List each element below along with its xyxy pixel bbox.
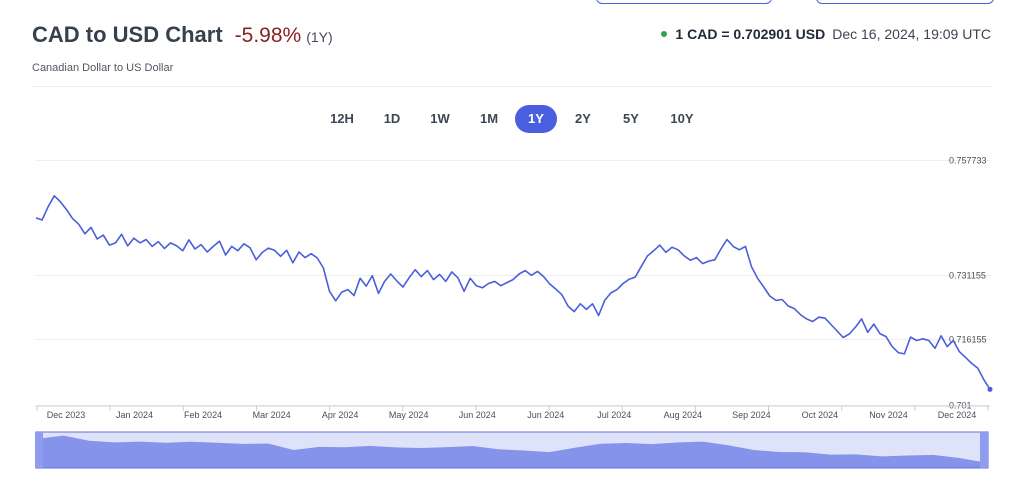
navigator-handle-left[interactable] (35, 432, 43, 468)
x-tick-label: Jun 2024 (459, 410, 496, 420)
page-subtitle: Canadian Dollar to US Dollar (32, 62, 174, 74)
navigator-area (38, 435, 984, 468)
header-divider (32, 86, 991, 87)
x-tick-label: Oct 2024 (802, 410, 839, 420)
tab-12h[interactable]: 12H (330, 111, 354, 126)
chart-grid (36, 160, 990, 406)
change-period: (1Y) (306, 29, 333, 45)
x-tick-label: Jul 2024 (597, 410, 631, 420)
x-tick-label: Dec 2023 (47, 410, 86, 420)
navigator-handle-right[interactable] (980, 432, 988, 468)
live-status-dot-icon (661, 31, 668, 37)
x-tick-label: Nov 2024 (869, 410, 908, 420)
x-tick-label: Apr 2024 (322, 410, 359, 420)
percent-change: -5.98% (234, 24, 302, 47)
page-title: CAD to USD Chart (32, 22, 223, 47)
tab-1d[interactable]: 1D (383, 111, 401, 126)
x-tick-label: Aug 2024 (664, 410, 703, 420)
y-tick-label: 0.716155 (949, 335, 987, 345)
x-axis: Dec 2023 Jan 2024 Feb 2024 Mar 2024 Apr 2024… (36, 406, 989, 420)
x-tick-label: Dec 2024 (938, 410, 977, 420)
tab-5y[interactable]: 5Y (623, 111, 639, 126)
x-tick-label: Sep 2024 (732, 410, 771, 420)
x-tick-label: Mar 2024 (253, 410, 291, 420)
range-navigator (35, 431, 989, 469)
rate-value: 1 CAD = 0.702901 USD (675, 26, 826, 42)
last-point-marker (987, 386, 993, 392)
x-tick-label: Feb 2024 (184, 410, 222, 420)
rate-timestamp: Dec 16, 2024, 19:09 UTC (832, 26, 991, 42)
y-tick-label: 0.757733 (949, 156, 987, 166)
chart-heading: CAD to USD Chart -5.98% (1Y) (32, 22, 333, 48)
tab-2y[interactable]: 2Y (575, 111, 591, 126)
live-rate: 1 CAD = 0.702901 USD Dec 16, 2024, 19:09… (661, 26, 991, 42)
tab-1y[interactable]: 1Y (515, 105, 557, 133)
y-tick-label: 0.731155 (949, 271, 986, 281)
tab-10y[interactable]: 10Y (670, 111, 694, 126)
x-tick-label: Jan 2024 (116, 410, 153, 420)
tab-1w[interactable]: 1W (430, 111, 450, 126)
series-line (35, 195, 991, 390)
x-tick-label: Jun 2024 (527, 410, 564, 420)
range-tabs: 12H 1D 1W 1M 1Y 2Y 5Y 10Y (0, 105, 1022, 133)
tab-1m[interactable]: 1M (479, 111, 499, 126)
x-tick-label: May 2024 (389, 410, 429, 420)
